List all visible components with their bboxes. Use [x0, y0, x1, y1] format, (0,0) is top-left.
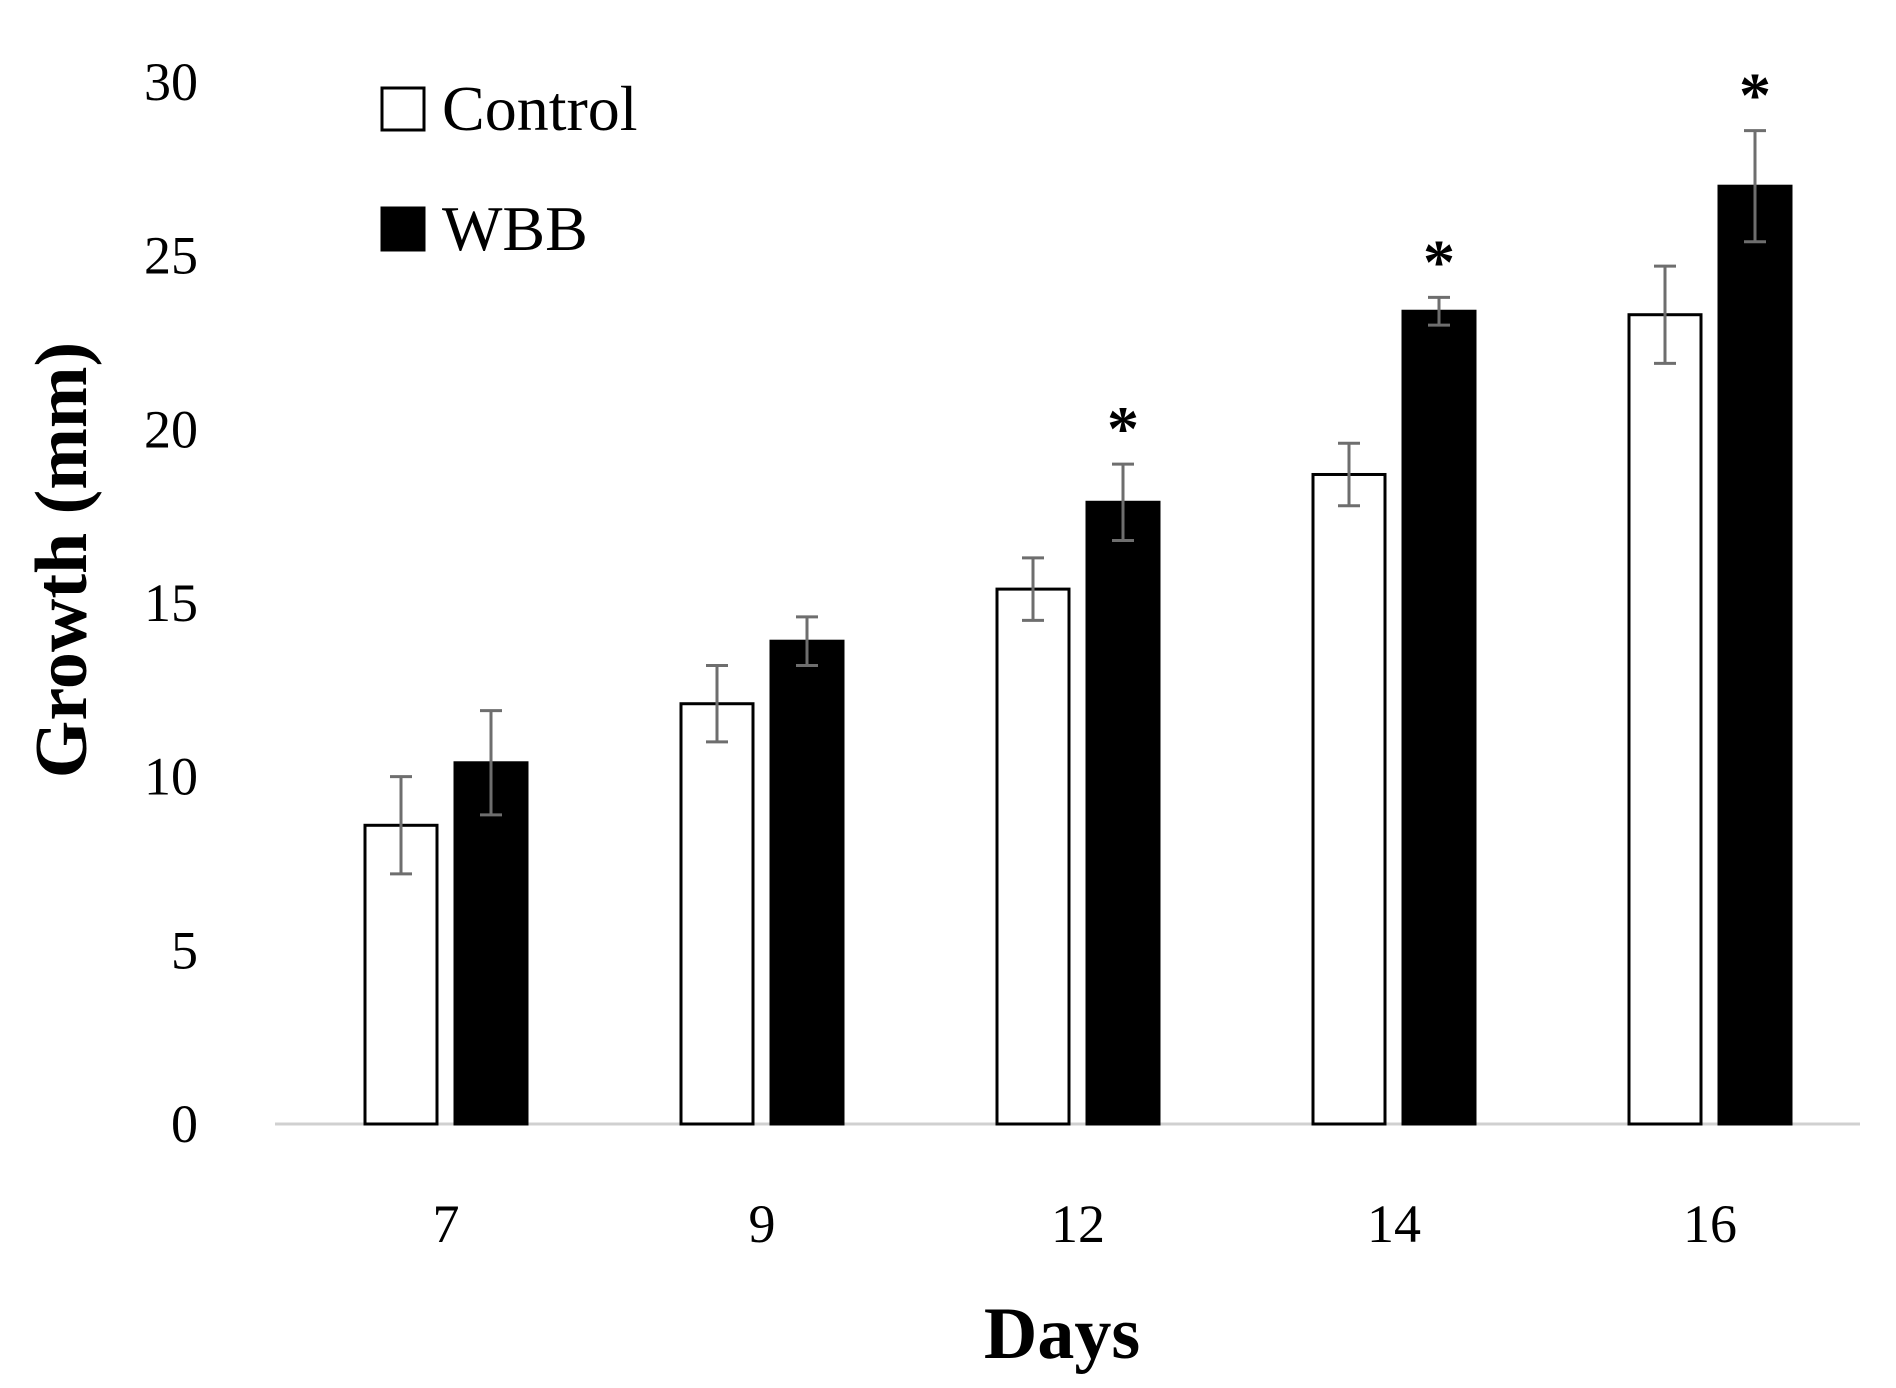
y-tick-label-25: 25 — [144, 226, 198, 286]
bar-wbb-day-12 — [1085, 500, 1161, 1126]
error-bar-control-day-7 — [390, 775, 412, 876]
y-tick-label-20: 20 — [144, 399, 198, 459]
x-tick-label-14: 14 — [1367, 1194, 1421, 1254]
significance-mark-day-14: * — [1423, 226, 1455, 297]
significance-mark-day-12: * — [1107, 393, 1139, 464]
bar-control-day-16 — [1627, 313, 1703, 1126]
significance-mark-day-16: * — [1739, 60, 1771, 131]
y-axis-ticks: 0 5 10 15 20 25 30 — [144, 52, 198, 1154]
x-tick-label-9: 9 — [749, 1194, 776, 1254]
legend-label-wbb: WBB — [442, 193, 588, 264]
legend-swatch-wbb — [380, 206, 426, 252]
bar-wbb-day-16 — [1717, 184, 1793, 1126]
y-axis-title: Growth (mm) — [21, 342, 103, 778]
x-axis-ticks: 7 9 12 14 16 — [433, 1194, 1738, 1254]
bar-control-day-9 — [679, 702, 755, 1126]
bar-control-day-12 — [995, 587, 1071, 1126]
error-bar-control-day-12 — [1022, 556, 1044, 622]
significance-marks: * * * — [1107, 60, 1771, 464]
bar-control-day-14 — [1311, 472, 1387, 1126]
legend-label-control: Control — [442, 73, 638, 144]
bars-group — [363, 184, 1793, 1126]
error-bar-control-day-16 — [1654, 264, 1676, 365]
y-tick-label-15: 15 — [144, 573, 198, 633]
error-bar-wbb-day-9 — [796, 615, 818, 668]
error-bar-wbb-day-7 — [480, 709, 502, 817]
error-bars-group — [390, 129, 1766, 876]
error-bar-wbb-day-16 — [1744, 129, 1766, 244]
x-tick-label-7: 7 — [433, 1194, 460, 1254]
y-tick-label-5: 5 — [171, 920, 198, 980]
bar-wbb-day-14 — [1401, 309, 1477, 1126]
legend-swatch-control — [380, 86, 426, 132]
bar-wbb-day-7 — [453, 761, 529, 1126]
x-tick-label-16: 16 — [1683, 1194, 1737, 1254]
y-tick-label-30: 30 — [144, 52, 198, 112]
y-tick-label-0: 0 — [171, 1094, 198, 1154]
x-axis-title: Days — [984, 1293, 1140, 1375]
error-bar-control-day-9 — [706, 664, 728, 744]
y-tick-label-10: 10 — [144, 747, 198, 807]
legend: Control WBB — [380, 73, 638, 264]
error-bar-wbb-day-12 — [1112, 462, 1134, 542]
x-tick-label-12: 12 — [1051, 1194, 1105, 1254]
error-bar-control-day-14 — [1338, 441, 1360, 508]
error-bar-wbb-day-14 — [1428, 295, 1450, 327]
bar-wbb-day-9 — [769, 639, 845, 1126]
